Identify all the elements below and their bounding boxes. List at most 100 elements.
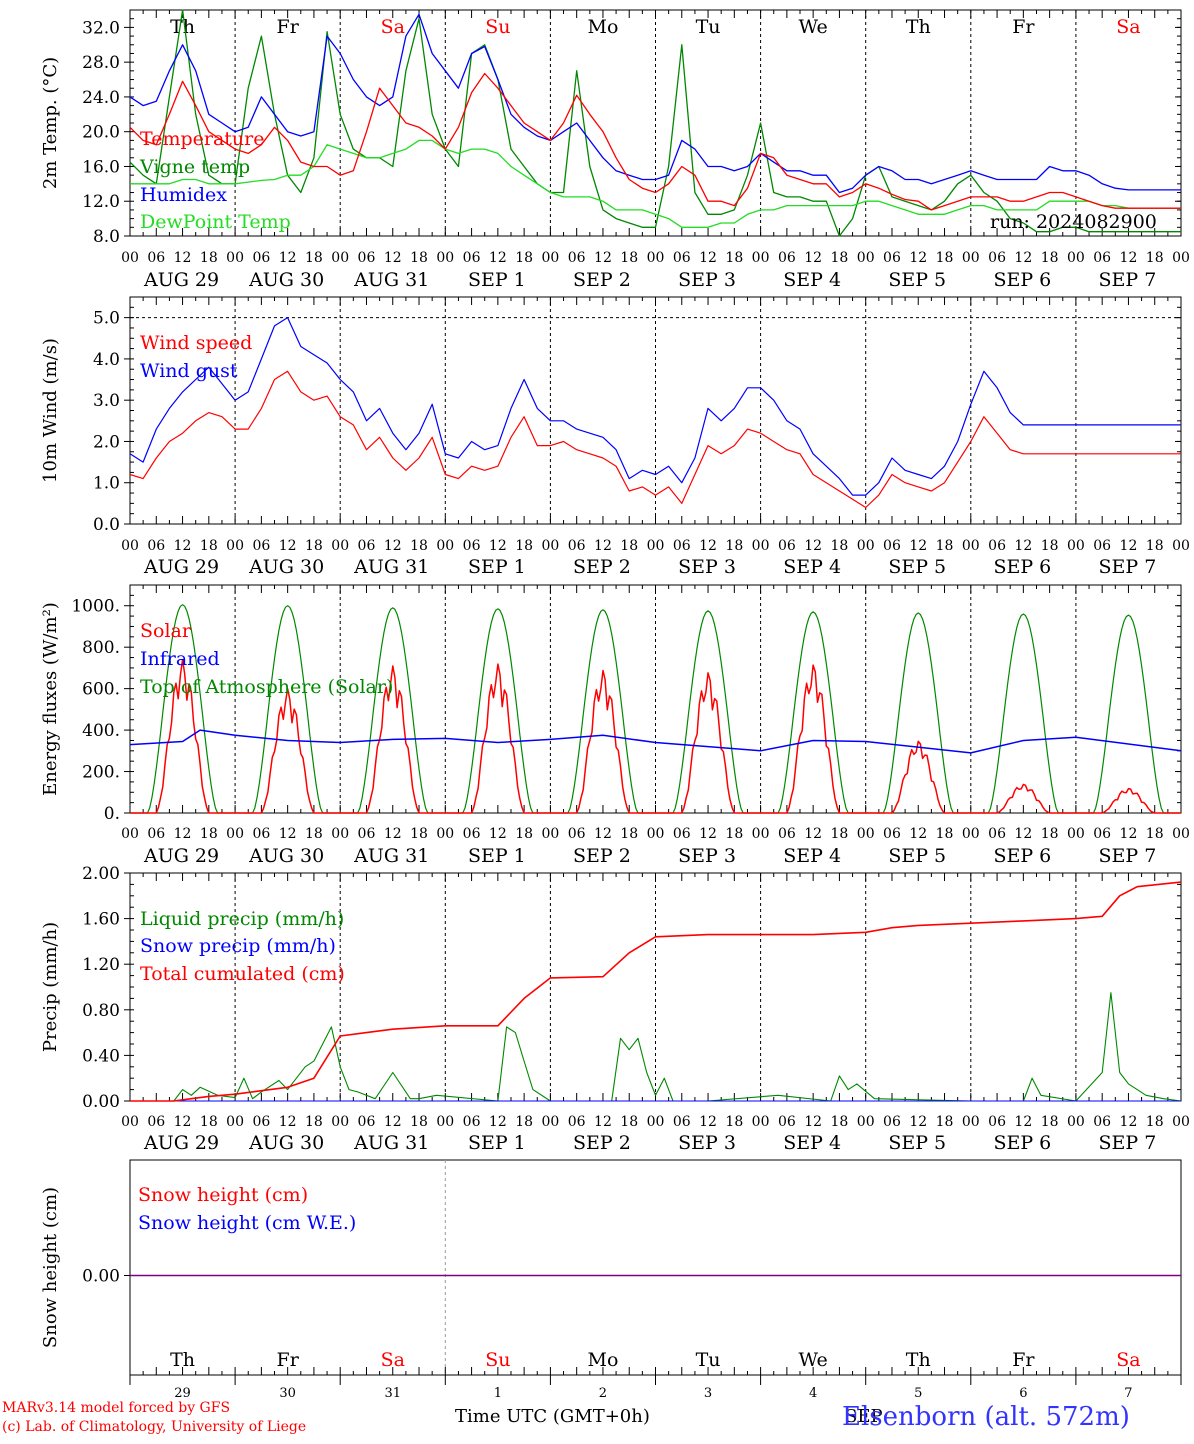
x-hour-label: 18 <box>1041 826 1059 842</box>
x-hour-label: 06 <box>147 538 165 554</box>
x-hour-label: 06 <box>673 826 691 842</box>
x-hour-label: 12 <box>279 1114 297 1130</box>
legend-entry: Snow height (cm) <box>138 1184 308 1206</box>
y-tick-label: 32.0 <box>82 18 120 38</box>
x-hour-label: 00 <box>647 1114 665 1130</box>
panel-5: 0.00 Snow height (cm) Th 29 Fr 30 Sa 31 Su 1 Mo 2 Tu… <box>40 1159 1182 1401</box>
x-date-label: AUG 31 <box>353 1132 429 1154</box>
weekday-label: Fr <box>277 16 300 38</box>
x-hour-label: 06 <box>358 1114 376 1130</box>
x-hour-label: 12 <box>594 1114 612 1130</box>
x-hour-label: 12 <box>1014 538 1032 554</box>
x-date-label: SEP 3 <box>678 845 736 867</box>
x-hour-label: 12 <box>699 826 717 842</box>
y-tick-label: 0.80 <box>82 1001 120 1021</box>
x-date-label: AUG 29 <box>143 269 219 291</box>
run-label: run: 2024082900 <box>990 211 1157 233</box>
x-hour-label: 00 <box>752 250 770 266</box>
series-line-total-cumulated-cm- <box>130 881 1182 1102</box>
weekday-label: Mo <box>587 16 618 38</box>
legend-entry: Wind speed <box>140 332 252 354</box>
x-hour-label: 18 <box>1041 538 1059 554</box>
x-hour-label: 00 <box>226 538 244 554</box>
x-hour-label: 18 <box>725 250 743 266</box>
x-date-label: SEP 1 <box>468 845 526 867</box>
x-hour-label: 00 <box>857 538 875 554</box>
x-hour-label: 00 <box>1067 1114 1085 1130</box>
x-date-label: AUG 30 <box>248 845 324 867</box>
x-hour-label: 18 <box>725 1114 743 1130</box>
x-hour-label: 06 <box>988 538 1006 554</box>
day-number-label: 31 <box>384 1386 401 1401</box>
x-hour-label: 18 <box>515 826 533 842</box>
x-hour-label: 06 <box>1093 250 1111 266</box>
x-hour-label: 00 <box>1172 1114 1190 1130</box>
x-hour-label: 18 <box>831 250 849 266</box>
legend-entry: Temperature <box>140 128 264 150</box>
x-hour-label: 12 <box>1120 826 1138 842</box>
y-tick-label: 2.00 <box>82 864 120 884</box>
x-date-label: SEP 7 <box>1099 269 1157 291</box>
x-hour-label: 12 <box>909 1114 927 1130</box>
x-hour-label: 18 <box>200 538 218 554</box>
x-hour-label: 06 <box>358 250 376 266</box>
x-hour-label: 06 <box>673 538 691 554</box>
panel-2: 0.0 1.0 2.0 3.0 4.0 5.0 10m Wind (m/s) 00 06 12 18… <box>40 296 1190 578</box>
weekday-label: Th <box>906 16 931 38</box>
x-hour-label: 12 <box>594 826 612 842</box>
day-number-label: 4 <box>809 1386 817 1401</box>
x-date-label: SEP 3 <box>678 556 736 578</box>
y-tick-label: 2.0 <box>93 432 120 452</box>
y-axis-label: Precip (mm/h) <box>40 922 61 1052</box>
x-hour-label: 12 <box>699 1114 717 1130</box>
x-date-label: SEP 2 <box>573 1132 631 1154</box>
x-date-label: SEP 2 <box>573 269 631 291</box>
x-hour-label: 06 <box>883 826 901 842</box>
y-tick-label: 600. <box>82 680 120 700</box>
x-hour-label: 12 <box>699 250 717 266</box>
legend-entry: Liquid precip (mm/h) <box>140 908 344 930</box>
x-hour-label: 00 <box>331 250 349 266</box>
x-date-label: AUG 30 <box>248 556 324 578</box>
y-axis-label: Snow height (cm) <box>40 1187 61 1348</box>
x-hour-label: 00 <box>857 250 875 266</box>
x-date-label: SEP 6 <box>993 845 1051 867</box>
y-tick-label: 1000. <box>71 597 120 617</box>
legend-entry: Infrared <box>140 648 220 670</box>
series-line-vigne-temp <box>129 9 1181 237</box>
x-hour-label: 18 <box>1146 826 1164 842</box>
x-date-label: AUG 29 <box>143 1132 219 1154</box>
x-hour-label: 18 <box>936 826 954 842</box>
day-number-label: 30 <box>279 1386 296 1401</box>
x-hour-label: 06 <box>778 250 796 266</box>
day-number-label: 3 <box>704 1386 712 1401</box>
series-line-wind-speed <box>129 370 1181 509</box>
lab-credit: (c) Lab. of Climatology, University of L… <box>2 1419 307 1435</box>
x-hour-label: 12 <box>1014 250 1032 266</box>
x-hour-label: 06 <box>568 250 586 266</box>
weekday-label: We <box>799 1349 828 1371</box>
x-hour-label: 00 <box>962 250 980 266</box>
x-date-label: SEP 4 <box>783 269 841 291</box>
x-hour-label: 00 <box>436 826 454 842</box>
legend-entry: Solar <box>140 620 192 642</box>
x-date-label: SEP 4 <box>783 845 841 867</box>
x-hour-label: 00 <box>541 250 559 266</box>
x-hour-label: 06 <box>1093 826 1111 842</box>
x-hour-label: 18 <box>936 250 954 266</box>
x-date-label: SEP 1 <box>468 1132 526 1154</box>
x-hour-label: 00 <box>752 1114 770 1130</box>
day-number-label: 6 <box>1019 1386 1027 1401</box>
y-axis-label: 10m Wind (m/s) <box>40 338 61 483</box>
x-date-label: SEP 5 <box>888 1132 946 1154</box>
x-hour-label: 06 <box>1093 1114 1111 1130</box>
x-date-label: SEP 1 <box>468 556 526 578</box>
x-hour-label: 00 <box>436 538 454 554</box>
day-number-label: 2 <box>599 1386 607 1401</box>
x-hour-label: 18 <box>515 250 533 266</box>
x-date-label: SEP 2 <box>573 845 631 867</box>
x-hour-label: 12 <box>804 826 822 842</box>
x-hour-label: 12 <box>1120 538 1138 554</box>
x-hour-label: 00 <box>121 1114 139 1130</box>
